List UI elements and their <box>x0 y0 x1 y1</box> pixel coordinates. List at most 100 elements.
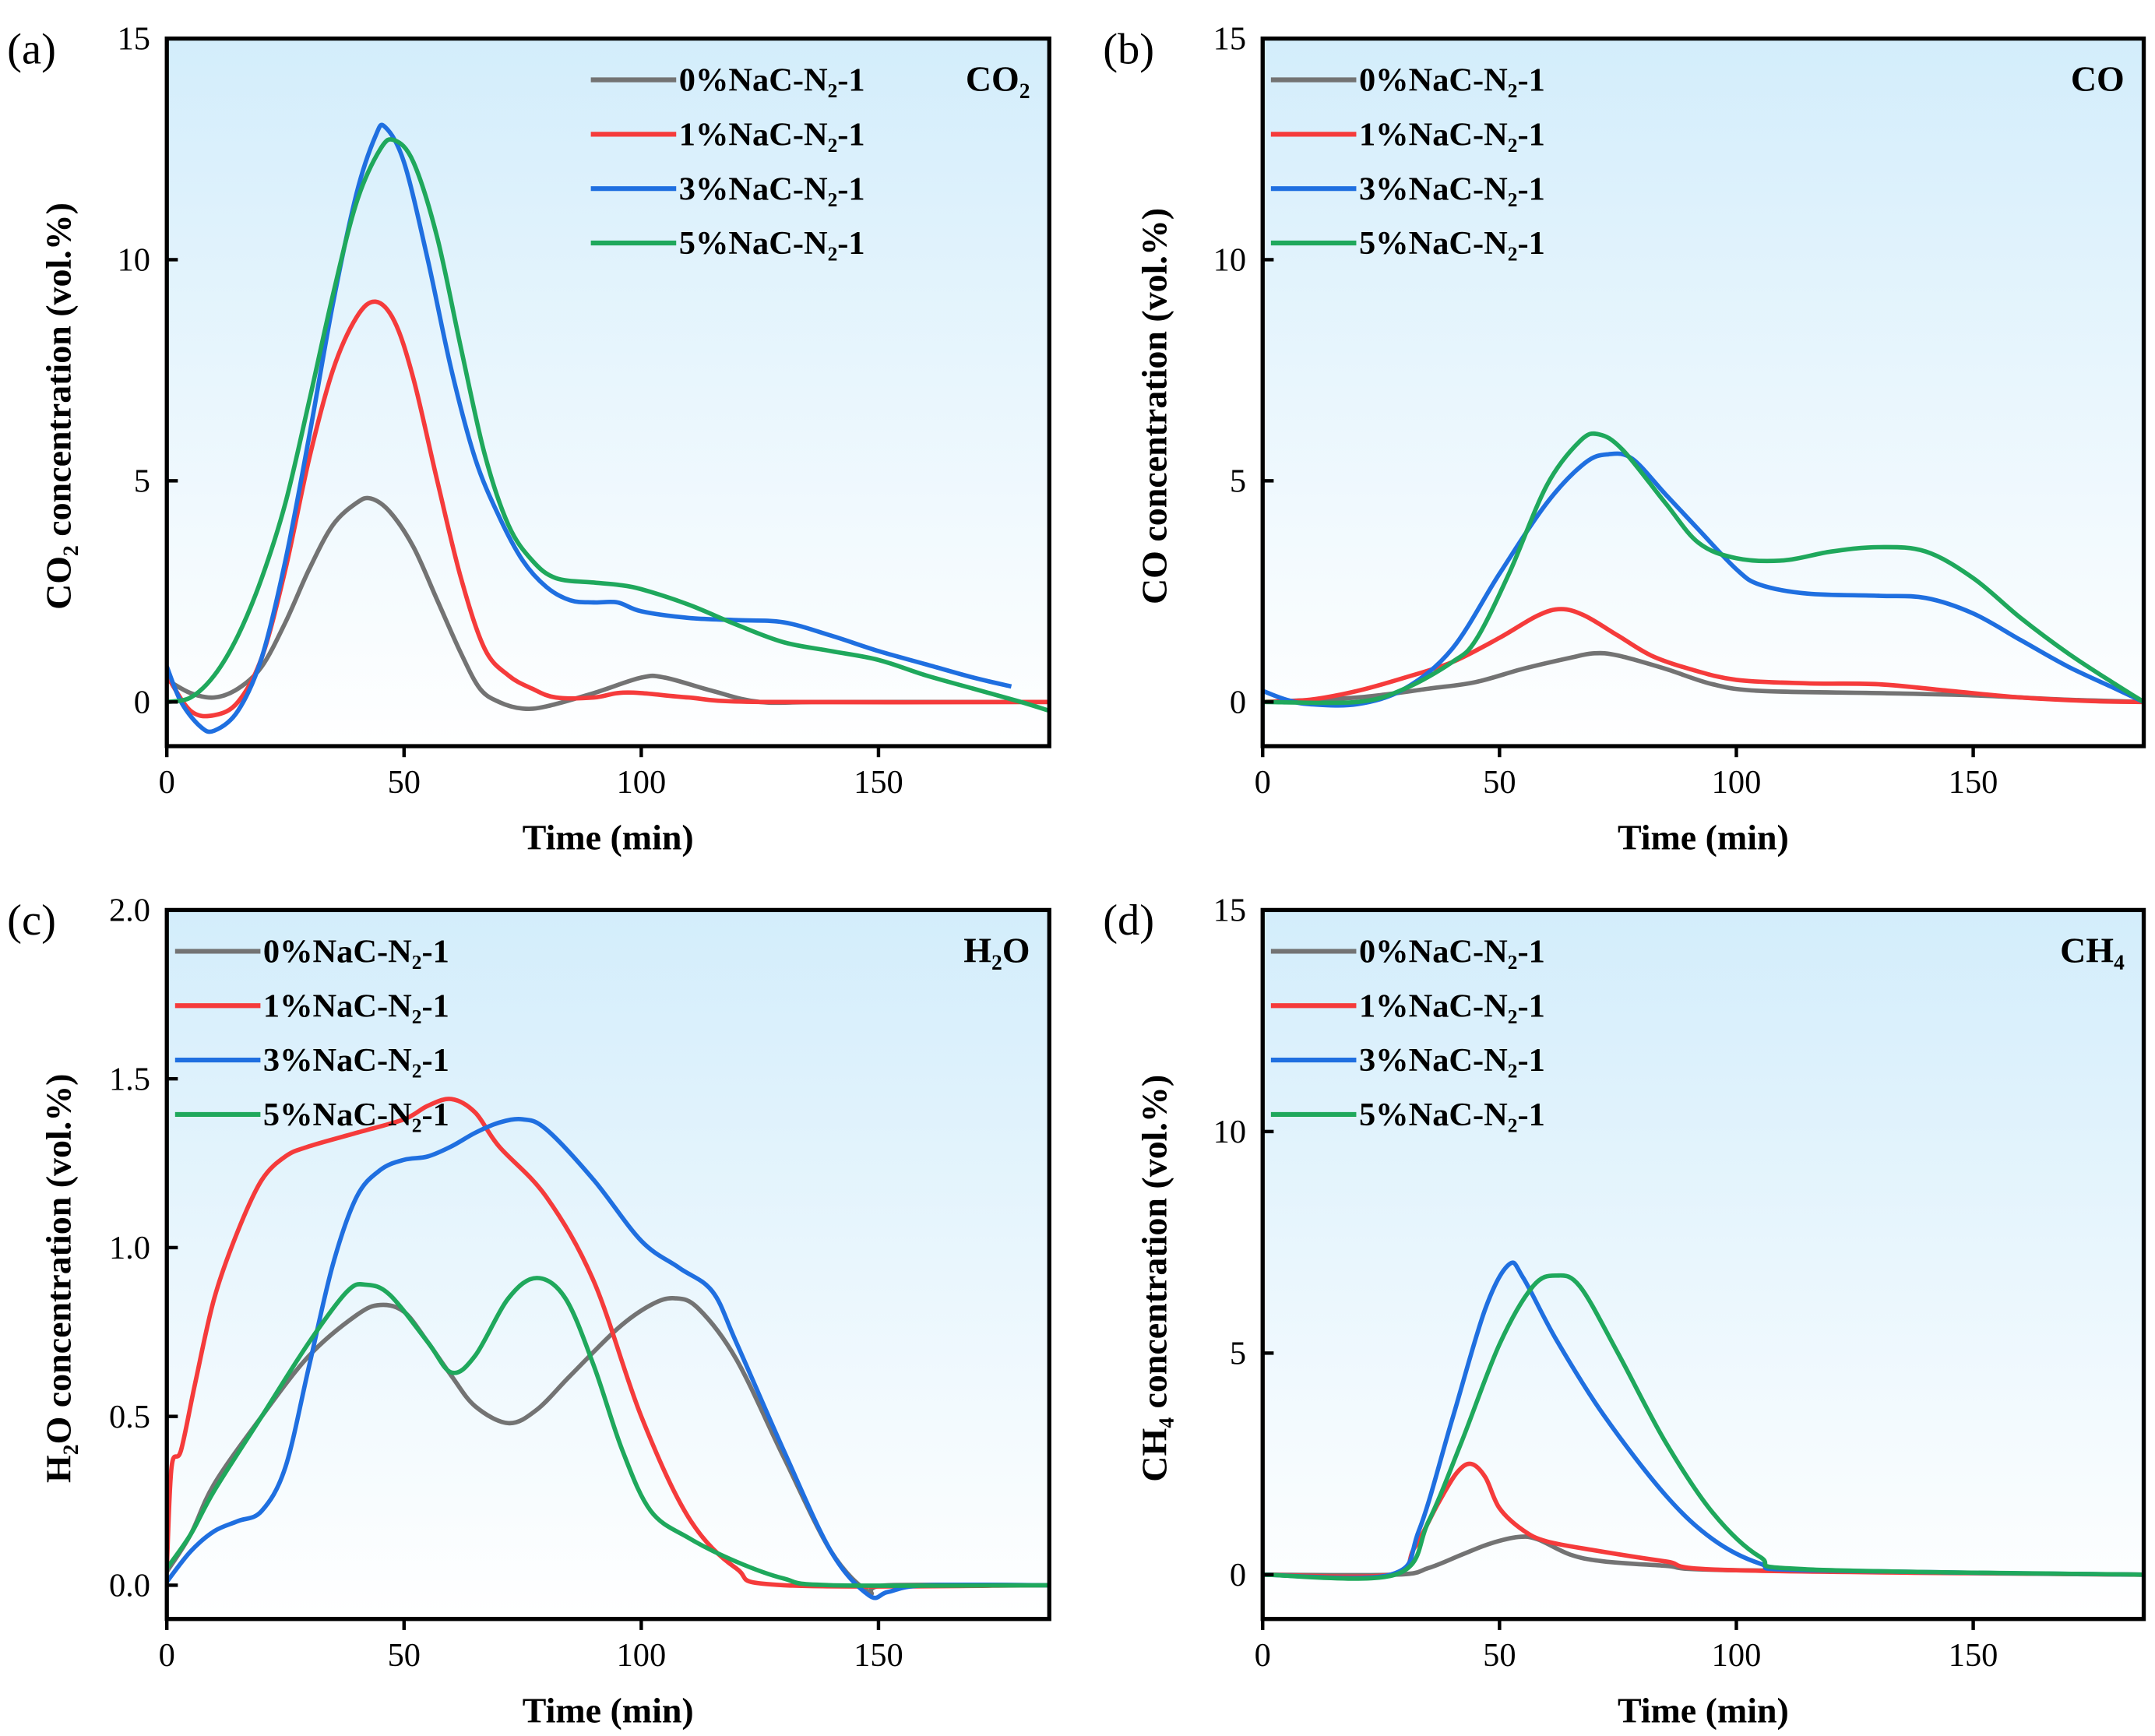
plot-frame <box>164 907 1051 1622</box>
legend-item: 5%NaC-N₂-1 <box>1270 225 1545 262</box>
species-label: CH₄ <box>2060 931 2125 970</box>
plot-frame <box>164 36 1051 748</box>
legend-label: 1%NaC-N₂-1 <box>1359 988 1545 1024</box>
x-tick-label: 50 <box>388 764 421 801</box>
legend-item: 5%NaC-N₂-1 <box>1270 1097 1545 1133</box>
series-line-1pct <box>167 1097 1050 1589</box>
y-tick-label: 5 <box>1230 1336 1246 1372</box>
legend-item: 1%NaC-N₂-1 <box>174 988 449 1024</box>
species-label: H₂O <box>963 931 1030 970</box>
y-tick-label: 15 <box>1213 893 1246 929</box>
chart-panel-b: 0 50 100 150 0 5 10 15 Time (min) CO concentratio… <box>1103 21 2146 857</box>
legend-item: 1%NaC-N₂-1 <box>590 116 865 153</box>
y-tick-label: 10 <box>118 242 150 279</box>
x-tick-label: 100 <box>617 764 667 801</box>
legend-label: 3%NaC-N₂-1 <box>679 171 865 207</box>
y-tick-label: 15 <box>1213 21 1246 58</box>
x-tick-label: 0 <box>1255 764 1271 801</box>
legend-label: 5%NaC-N₂-1 <box>1359 225 1545 262</box>
y-tick-label: 1.5 <box>109 1061 150 1097</box>
y-axis-title: CO₂ concentration (vol.%) <box>38 202 78 610</box>
legend-item: 3%NaC-N₂-1 <box>590 171 865 207</box>
y-tick-label: 5 <box>134 463 150 499</box>
x-tick-label: 150 <box>1949 1637 1998 1674</box>
series-line-5pct <box>167 136 1050 713</box>
series-line-3pct <box>167 122 1012 734</box>
x-tick-label: 150 <box>1949 764 1998 801</box>
plot-frame <box>1260 36 2146 748</box>
series-line-5pct <box>167 1276 1050 1588</box>
y-tick-label: 0 <box>134 684 150 720</box>
legend-item: 5%NaC-N₂-1 <box>590 225 865 262</box>
series-line-0pct <box>167 495 1050 712</box>
legend-label: 1%NaC-N₂-1 <box>679 116 865 153</box>
legend-label: 3%NaC-N₂-1 <box>263 1042 449 1079</box>
legend-item: 3%NaC-N₂-1 <box>1270 1042 1545 1079</box>
legend-item: 0%NaC-N₂-1 <box>1270 934 1545 970</box>
legend-label: 3%NaC-N₂-1 <box>1359 1042 1545 1079</box>
x-axis-title: Time (min) <box>1618 1690 1789 1730</box>
legend-label: 0%NaC-N₂-1 <box>263 934 449 970</box>
panel-label: (d) <box>1103 896 1154 945</box>
y-tick-label: 10 <box>1213 1114 1246 1150</box>
y-tick-label: 5 <box>1230 463 1246 499</box>
legend-item: 1%NaC-N₂-1 <box>1270 988 1545 1024</box>
legend-label: 1%NaC-N₂-1 <box>263 988 449 1024</box>
species-label: CO₂ <box>966 59 1030 99</box>
x-tick-label: 100 <box>1712 1637 1762 1674</box>
y-axis-title: H₂O concentration (vol.%) <box>38 1074 78 1483</box>
x-tick-label: 50 <box>1483 1637 1516 1674</box>
y-tick-label: 0.5 <box>109 1399 150 1435</box>
panel-label: (b) <box>1103 25 1154 73</box>
legend-item: 3%NaC-N₂-1 <box>174 1042 449 1079</box>
legend-label: 1%NaC-N₂-1 <box>1359 116 1545 153</box>
legend-item: 1%NaC-N₂-1 <box>1270 116 1545 153</box>
x-axis-title: Time (min) <box>523 818 694 857</box>
x-tick-label: 0 <box>159 1637 175 1674</box>
legend-item: 5%NaC-N₂-1 <box>174 1097 449 1133</box>
plot-frame <box>1260 907 2146 1622</box>
legend-label: 0%NaC-N₂-1 <box>1359 62 1545 99</box>
x-tick-label: 100 <box>1712 764 1762 801</box>
y-tick-label: 10 <box>1213 242 1246 279</box>
y-tick-label: 1.0 <box>109 1230 150 1266</box>
y-tick-label: 2.0 <box>109 893 150 929</box>
plot-background <box>167 38 1050 747</box>
panel-label: (c) <box>7 896 56 945</box>
x-tick-label: 0 <box>1255 1637 1271 1674</box>
series-line-1pct <box>1262 607 2144 705</box>
y-tick-label: 0 <box>1230 1557 1246 1593</box>
y-axis-title: CH₄ concentration (vol.%) <box>1135 1075 1174 1482</box>
chart-panel-c: 0 50 100 150 0.0 0.5 1.0 1.5 2.0 Time (min) H₂O co… <box>7 893 1051 1730</box>
x-tick-label: 100 <box>617 1637 667 1674</box>
series-line-3pct <box>167 1117 1050 1600</box>
y-tick-label: 15 <box>118 21 150 58</box>
legend-label: 0%NaC-N₂-1 <box>1359 934 1545 970</box>
y-tick-label: 0.0 <box>109 1568 150 1604</box>
legend-item: 3%NaC-N₂-1 <box>1270 171 1545 207</box>
y-tick-label: 0 <box>1230 684 1246 720</box>
x-axis-title: Time (min) <box>1618 818 1789 857</box>
legend-label: 5%NaC-N₂-1 <box>679 225 865 262</box>
series-line-5pct <box>1262 431 2144 706</box>
x-tick-label: 50 <box>388 1637 421 1674</box>
legend-item: 0%NaC-N₂-1 <box>1270 62 1545 99</box>
legend-item: 0%NaC-N₂-1 <box>590 62 865 99</box>
x-tick-label: 150 <box>854 1637 903 1674</box>
legend-label: 0%NaC-N₂-1 <box>679 62 865 99</box>
legend-label: 5%NaC-N₂-1 <box>1359 1097 1545 1133</box>
x-tick-label: 50 <box>1483 764 1516 801</box>
legend-label: 3%NaC-N₂-1 <box>1359 171 1545 207</box>
legend-item: 0%NaC-N₂-1 <box>174 934 449 970</box>
x-tick-label: 0 <box>159 764 175 801</box>
species-label: CO <box>2071 59 2125 99</box>
panel-label: (a) <box>7 25 56 73</box>
plot-background <box>167 910 1050 1619</box>
x-axis-title: Time (min) <box>523 1690 694 1730</box>
chart-panel-a: 0 50 100 150 0 5 10 15 Time (min) CO₂ concentrati… <box>7 21 1051 857</box>
series-line-5pct <box>1262 1273 2144 1581</box>
y-axis-title: CO concentration (vol.%) <box>1135 208 1174 604</box>
chart-panel-d: 0 50 100 150 0 5 10 15 Time (min) CH₄ concentrati… <box>1103 893 2146 1730</box>
x-tick-label: 150 <box>854 764 903 801</box>
